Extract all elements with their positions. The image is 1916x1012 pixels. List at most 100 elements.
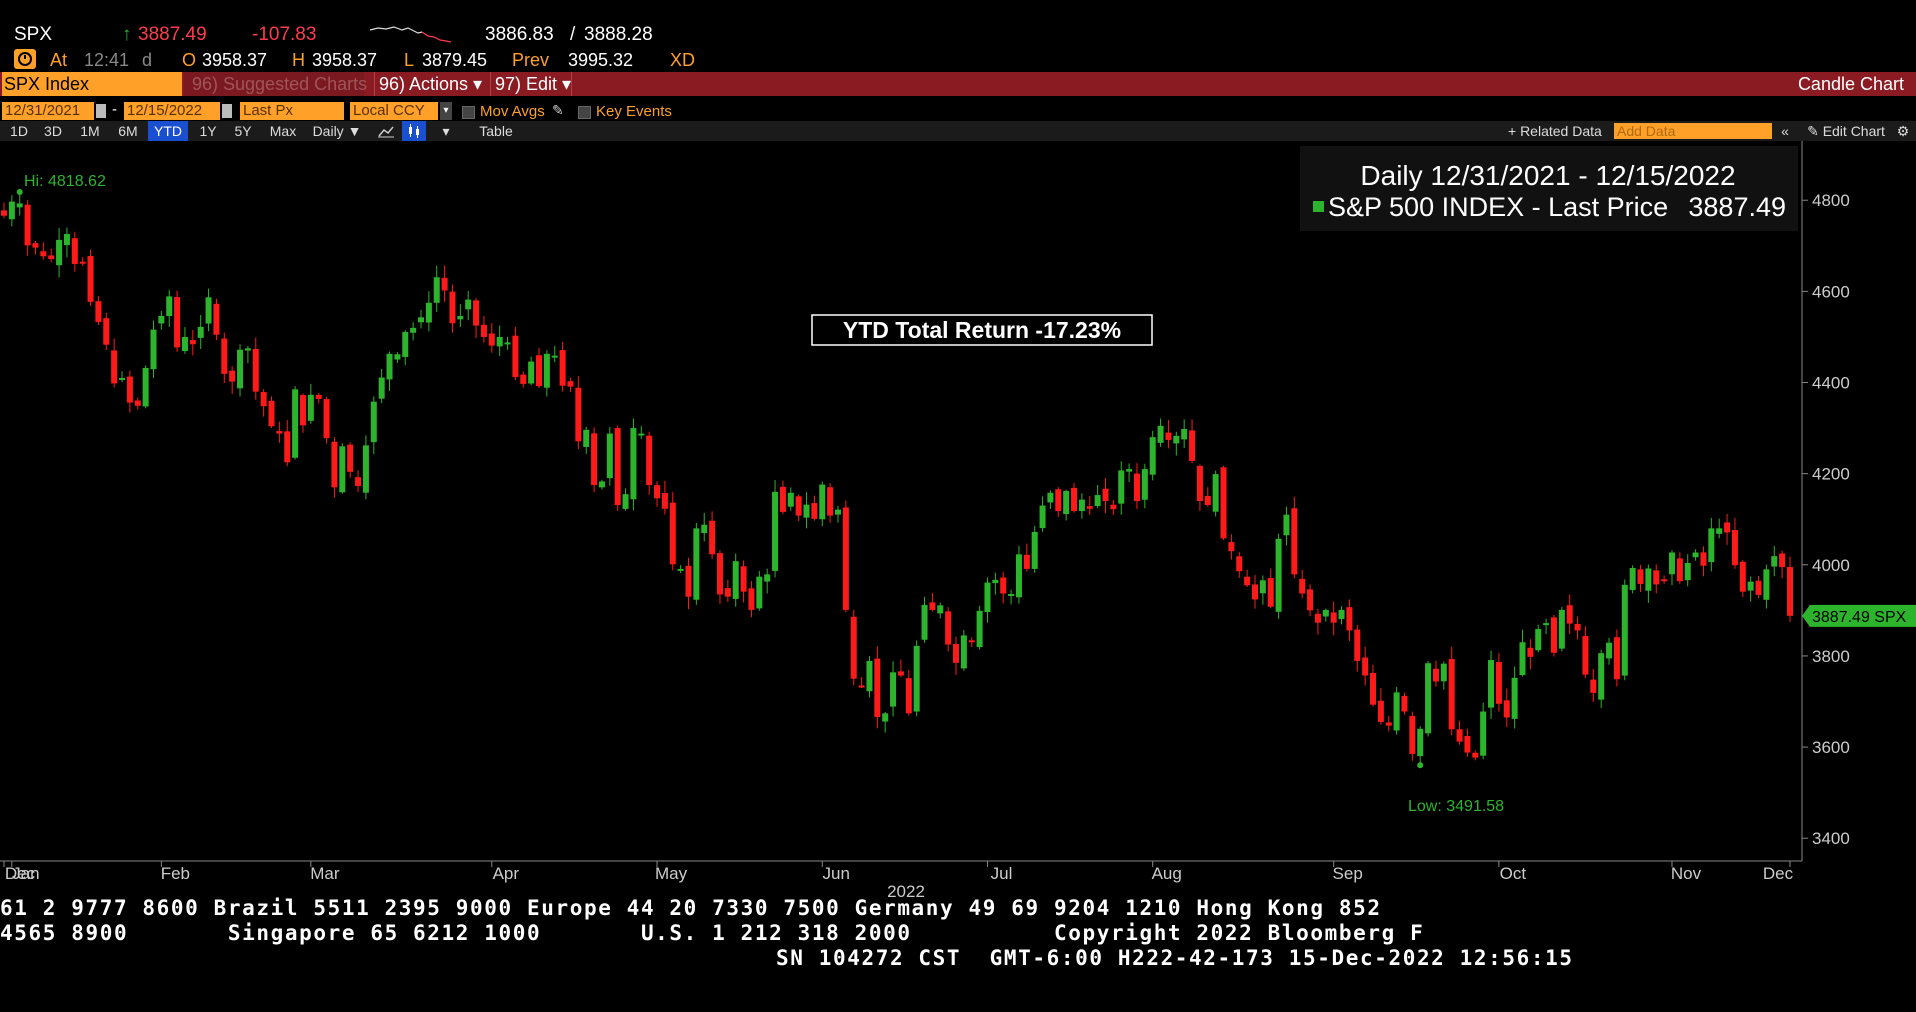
- candle-body: [496, 336, 503, 347]
- period-1d-button[interactable]: 1D: [10, 123, 28, 139]
- candle-body: [1008, 593, 1015, 596]
- candle-body: [1031, 531, 1038, 569]
- candle-body: [1063, 490, 1070, 514]
- candle-body: [1692, 552, 1699, 558]
- ex-dividend-flag: XD: [670, 50, 696, 70]
- candle-body: [1708, 528, 1715, 563]
- period-3d-button[interactable]: 3D: [44, 123, 62, 139]
- candle-body: [237, 349, 244, 389]
- candle-body: [181, 336, 188, 352]
- candle-body: [1078, 499, 1085, 512]
- chevron-down-icon[interactable]: ▾: [442, 123, 450, 139]
- ytd-return-box[interactable]: [811, 314, 1153, 346]
- candle-body: [1, 210, 7, 216]
- mov-avgs-label[interactable]: Mov Avgs: [480, 103, 545, 120]
- currency-select[interactable]: Local CCY: [350, 102, 438, 120]
- candle-body: [669, 502, 676, 565]
- calendar-icon[interactable]: [96, 104, 106, 118]
- candle-body: [929, 602, 936, 610]
- suggested-charts-button[interactable]: 96) Suggested Charts: [184, 72, 367, 96]
- ticker-symbol[interactable]: SPX: [14, 24, 53, 45]
- period-6m-button[interactable]: 6M: [118, 123, 138, 139]
- add-data-input[interactable]: Add Data: [1614, 123, 1772, 139]
- period-5y-button[interactable]: 5Y: [234, 123, 252, 139]
- related-data-button[interactable]: + Related Data: [1508, 123, 1602, 139]
- frequency-select[interactable]: Daily ▼: [312, 123, 362, 139]
- line-chart-icon[interactable]: [374, 121, 398, 141]
- legend-swatch: [1313, 201, 1324, 212]
- candle-body: [1527, 647, 1534, 657]
- period-1m-button[interactable]: 1M: [80, 123, 100, 139]
- candle-body: [1543, 623, 1550, 626]
- start-date-input[interactable]: 12/31/2021: [2, 102, 94, 120]
- candle-body: [1676, 558, 1683, 582]
- end-date-input[interactable]: 12/15/2022: [124, 102, 220, 120]
- low-marker-label: Low: 3491.58: [1408, 798, 1504, 815]
- candle-body: [1574, 623, 1581, 631]
- period-ytd-button[interactable]: YTD: [148, 121, 188, 141]
- candle-body: [606, 433, 613, 479]
- candle-body: [1346, 607, 1353, 631]
- high-marker-label: Hi: 4818.62: [24, 173, 106, 190]
- period-1y-button[interactable]: 1Y: [199, 123, 217, 139]
- candle-body: [551, 355, 558, 358]
- candle-body: [386, 353, 393, 380]
- candle-body: [32, 243, 39, 248]
- gear-icon[interactable]: ⚙: [1896, 123, 1910, 139]
- collapse-icon[interactable]: «: [1781, 123, 1789, 139]
- pencil-icon[interactable]: ✎: [552, 102, 564, 118]
- candle-body: [260, 392, 267, 407]
- candle-body: [598, 481, 605, 488]
- candle-body: [536, 355, 543, 387]
- security-field[interactable]: SPX Index: [2, 72, 182, 96]
- period-toolbar: 1D 3D 1M 6M YTD 1Y 5Y Max Daily ▼ ▾ Tabl…: [0, 121, 1916, 141]
- candle-body: [1629, 567, 1636, 590]
- table-button[interactable]: Table: [479, 123, 513, 139]
- candle-body: [520, 374, 527, 384]
- candle-body: [1275, 538, 1282, 612]
- candle-body: [1700, 552, 1707, 566]
- candle-body: [921, 604, 928, 640]
- candle-body: [1259, 580, 1266, 594]
- actions-menu-button[interactable]: 96) Actions ▾: [374, 72, 484, 96]
- candle-body: [284, 431, 291, 463]
- candle-body: [1370, 672, 1377, 705]
- candle-body: [1141, 469, 1148, 500]
- candle-body: [1149, 437, 1156, 475]
- candle-body: [292, 389, 299, 458]
- candle-body: [984, 582, 991, 613]
- field-select[interactable]: Last Px: [240, 102, 344, 120]
- legend-box[interactable]: [1300, 146, 1798, 231]
- x-tick-label: Dec: [1763, 864, 1794, 883]
- legend-title: Daily 12/31/2021 - 12/15/2022: [1360, 160, 1735, 191]
- key-events-checkbox[interactable]: [578, 106, 591, 119]
- ask-price: 3888.28: [584, 24, 653, 45]
- candle-body: [1724, 522, 1731, 533]
- candle-body: [134, 400, 141, 406]
- period-max-button[interactable]: Max: [269, 123, 297, 139]
- y-tick-label: 4000: [1812, 556, 1850, 575]
- clock-icon[interactable]: [14, 49, 36, 69]
- edit-menu-button[interactable]: 97) Edit ▾: [490, 72, 572, 96]
- candle-body: [1409, 716, 1416, 754]
- candle-chart-icon[interactable]: [402, 121, 426, 141]
- edit-chart-button[interactable]: ✎ Edit Chart: [1800, 121, 1892, 141]
- calendar-icon[interactable]: [222, 104, 232, 118]
- high-label: H: [292, 50, 305, 70]
- up-arrow-icon: ↑: [122, 24, 132, 45]
- key-events-label[interactable]: Key Events: [596, 103, 672, 120]
- chevron-down-icon[interactable]: ▾: [440, 102, 452, 120]
- candle-body: [976, 610, 983, 648]
- candle-body: [1322, 609, 1329, 617]
- candle-body: [1015, 554, 1022, 598]
- mov-avgs-checkbox[interactable]: [462, 106, 475, 119]
- candle-body: [268, 400, 275, 427]
- candle-body: [433, 277, 440, 303]
- candle-body: [693, 528, 700, 600]
- contact-ticker-line-1: 61 2 9777 8600 Brazil 5511 2395 9000 Eur…: [0, 896, 1382, 920]
- x-tick-label: Oct: [1500, 864, 1527, 883]
- candle-body: [1495, 662, 1502, 704]
- y-tick-label: 3600: [1812, 738, 1850, 757]
- edit-chart-label: Edit Chart: [1822, 123, 1885, 139]
